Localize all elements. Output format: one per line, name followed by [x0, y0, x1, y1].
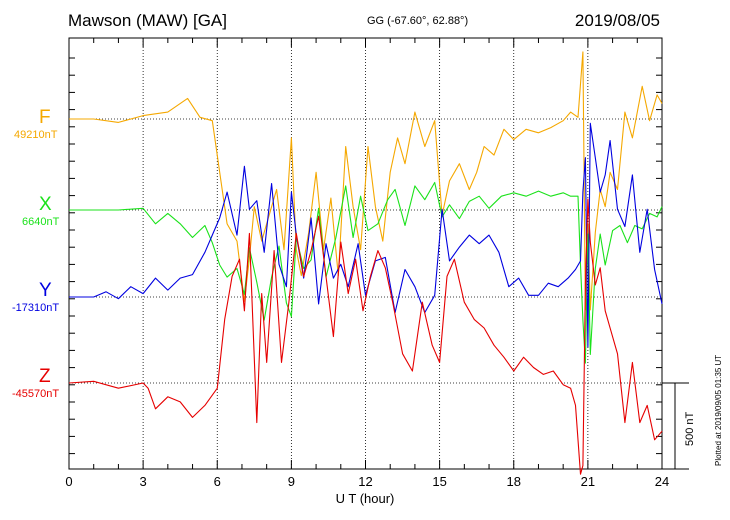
date-label: 2019/08/05: [574, 11, 660, 30]
series-traces: [68, 51, 663, 475]
baseline-value-x: 6640nT: [22, 216, 60, 228]
trace-label-f: F 49210nT: [14, 107, 57, 141]
series-name-f: F: [39, 107, 51, 128]
baseline-value-f: 49210nT: [14, 129, 58, 141]
x-tick-label: 18: [507, 474, 521, 489]
x-tick-label: 6: [214, 474, 221, 489]
x-axis-label: U T (hour): [336, 491, 395, 506]
axis-ticks: 0 3 6 9 12 15 18 21 24: [65, 38, 669, 489]
x-tick-label: 0: [65, 474, 72, 489]
x-tick-label: 24: [655, 474, 669, 489]
series-name-y: Y: [39, 280, 52, 301]
x-tick-label: 9: [288, 474, 295, 489]
baseline-value-y: -17310nT: [12, 302, 60, 314]
baseline-value-z: -45570nT: [12, 388, 60, 400]
grid: [69, 38, 662, 469]
x-tick-label: 21: [581, 474, 595, 489]
scale-bar: 500 nT: [662, 382, 696, 470]
series-line-y: [69, 122, 663, 348]
x-tick-label: 15: [432, 474, 446, 489]
trace-label-y: Y -17310nT: [12, 280, 59, 314]
series-line-f: [69, 51, 663, 311]
series-line-z: [68, 198, 663, 475]
series-name-z: Z: [39, 366, 51, 387]
scale-bar-label: 500 nT: [684, 411, 696, 446]
station-title: Mawson (MAW) [GA]: [68, 11, 227, 30]
series-line-x: [69, 181, 663, 364]
trace-label-z: Z -45570nT: [12, 366, 59, 400]
x-tick-label: 3: [140, 474, 147, 489]
x-tick-label: 12: [358, 474, 372, 489]
trace-label-x: X 6640nT: [22, 194, 59, 228]
series-name-x: X: [39, 194, 52, 215]
geographic-coordinates: GG (-67.60°, 62.88°): [367, 15, 469, 27]
plotted-timestamp: Plotted at 2019/09/05 01:35 UT: [714, 354, 723, 466]
